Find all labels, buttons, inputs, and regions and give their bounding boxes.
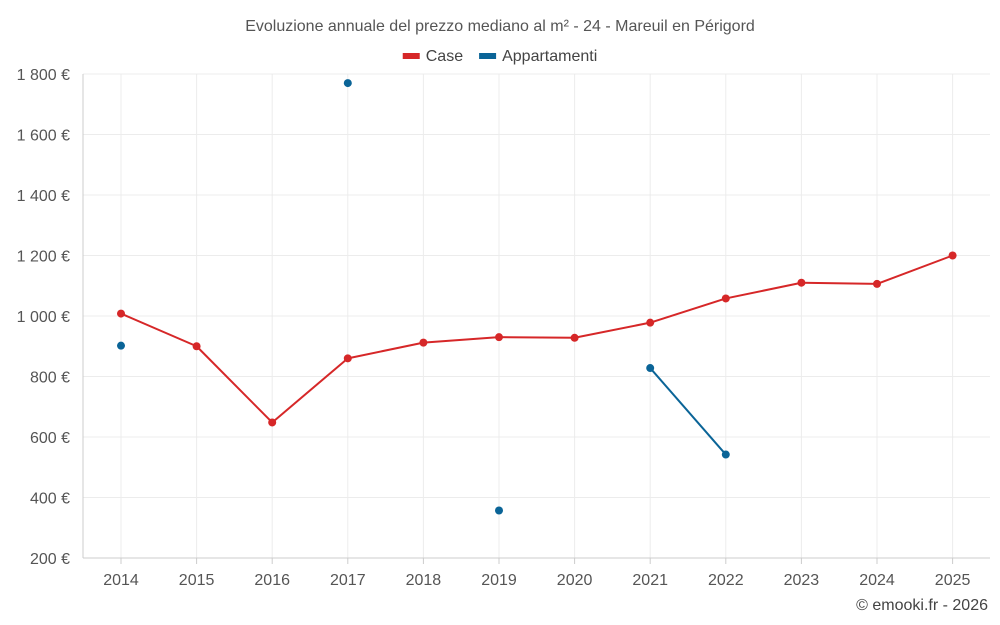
series-line-segment — [649, 297, 727, 324]
y-tick-label: 1 600 € — [17, 128, 70, 145]
data-point — [343, 79, 352, 88]
y-tick-label: 200 € — [30, 551, 70, 568]
data-point — [117, 341, 125, 350]
grid — [83, 73, 990, 558]
data-point — [268, 418, 277, 427]
data-point — [570, 333, 579, 342]
y-tick-label: 800 € — [30, 370, 70, 387]
series-line-segment — [801, 281, 878, 285]
x-tick-label: 2023 — [784, 572, 820, 589]
series-line-segment — [271, 357, 349, 424]
y-tick-label: 1 000 € — [17, 309, 70, 326]
data-point — [419, 338, 428, 347]
data-point — [495, 333, 503, 342]
data-point — [495, 506, 503, 515]
legend: Case Appartamenti — [402, 48, 597, 65]
chart-title: Evoluzione annuale del prezzo mediano al… — [245, 18, 755, 35]
y-tick-label: 1 200 € — [17, 249, 70, 266]
series-line-segment — [574, 321, 651, 339]
x-tick-label: 2015 — [179, 572, 215, 589]
data-point — [646, 364, 655, 373]
y-tick-label: 1 800 € — [17, 67, 70, 84]
data-point — [873, 279, 881, 288]
series-line-segment — [347, 341, 424, 360]
y-tick-label: 600 € — [30, 430, 70, 447]
data-point — [721, 294, 730, 303]
axes: 200 € 400 € 600 € 800 € 1 000 € 1 200 € 1 400 … — [17, 67, 990, 589]
series-line-segment — [423, 336, 500, 344]
series-line-segment — [498, 336, 575, 339]
series-case — [117, 251, 957, 427]
x-tick-label: 2016 — [254, 572, 290, 589]
data-point — [721, 450, 730, 459]
series-line-segment — [876, 254, 953, 285]
series-appartamenti — [117, 79, 730, 515]
data-point — [192, 342, 201, 351]
x-tick-label: 2025 — [935, 572, 971, 589]
x-tick-label: 2014 — [103, 572, 139, 589]
data-point — [646, 318, 655, 327]
legend-swatch — [402, 53, 420, 59]
x-tick-label: 2024 — [859, 572, 895, 589]
legend-swatch — [479, 53, 497, 59]
data-point — [948, 251, 957, 260]
data-point — [797, 278, 806, 287]
x-tick-label: 2019 — [481, 572, 517, 589]
x-tick-label: 2021 — [632, 572, 668, 589]
series-line-segment — [120, 312, 197, 348]
series-line-segment — [649, 367, 727, 456]
series-line-segment — [725, 281, 802, 300]
data-point — [343, 354, 352, 363]
series — [117, 79, 957, 515]
credit-text: © emooki.fr - 2026 — [856, 597, 988, 614]
data-point — [117, 309, 125, 318]
y-tick-label: 400 € — [30, 491, 70, 508]
x-tick-label: 2022 — [708, 572, 744, 589]
x-tick-label: 2017 — [330, 572, 366, 589]
series-line-segment — [195, 345, 273, 424]
legend-label: Case — [426, 48, 463, 65]
x-tick-label: 2018 — [406, 572, 442, 589]
x-tick-label: 2020 — [557, 572, 593, 589]
legend-label: Appartamenti — [502, 48, 597, 65]
y-tick-label: 1 400 € — [17, 188, 70, 205]
